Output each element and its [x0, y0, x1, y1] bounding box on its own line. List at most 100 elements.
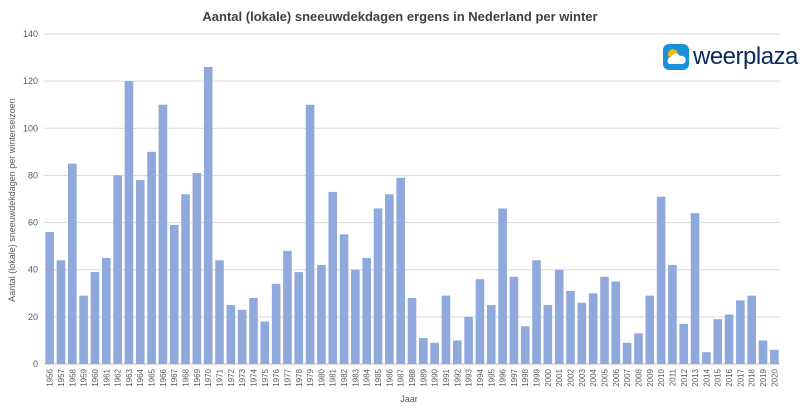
bar-1958: [68, 163, 77, 364]
chart-title: Aantal (lokale) sneeuwdekdagen ergens in…: [202, 9, 597, 24]
bar-2009: [645, 295, 655, 364]
bar-1983: [351, 269, 360, 364]
bar-2012: [679, 323, 689, 364]
bar-1957: [56, 260, 66, 364]
x-tick-label: 2014: [702, 368, 711, 386]
sun-cloud-icon: [663, 44, 689, 70]
x-axis-tick-labels: 1956 1957 1958 1959 1960 1961 1962 1963 1964 1965…: [46, 368, 780, 386]
bar-1974: [249, 298, 258, 364]
bar-1964: [135, 180, 145, 364]
y-axis-tick-labels: 0 20 40 60 80 100 120 140: [23, 29, 38, 369]
x-tick-label: 2011: [668, 368, 677, 386]
x-tick-label: 2002: [567, 368, 576, 386]
x-tick-label: 2003: [578, 368, 587, 386]
x-axis-label: Jaar: [400, 394, 418, 404]
y-tick-label: 120: [23, 76, 38, 86]
x-tick-label: 1963: [125, 368, 134, 386]
bar-1984: [362, 257, 372, 364]
bar-1986: [385, 194, 394, 364]
x-tick-label: 1989: [419, 368, 428, 386]
bar-2003: [577, 302, 587, 364]
bar-1967: [169, 224, 179, 364]
x-tick-label: 1957: [57, 368, 66, 386]
bar-1976: [271, 283, 281, 364]
x-tick-label: 1964: [136, 368, 145, 386]
x-tick-label: 2008: [634, 368, 643, 386]
bar-1991: [441, 295, 451, 364]
x-tick-label: 1974: [249, 368, 258, 386]
x-tick-label: 1976: [272, 368, 281, 386]
bar-1979: [305, 104, 315, 364]
y-tick-label: 80: [28, 170, 38, 180]
x-tick-label: 1958: [68, 368, 77, 386]
x-tick-label: 2015: [714, 368, 723, 386]
bar-1999: [532, 260, 541, 364]
weerplaza-logo: weerplaza: [663, 44, 798, 70]
bar-1972: [226, 305, 236, 364]
bar-2020: [770, 349, 779, 364]
x-tick-label: 1988: [408, 368, 417, 386]
bar-2014: [702, 352, 711, 364]
bar-1982: [339, 234, 349, 364]
bar-1959: [79, 295, 88, 364]
bar-1969: [192, 173, 202, 364]
x-tick-label: 1978: [295, 368, 304, 386]
x-tick-label: 2005: [600, 368, 609, 386]
x-tick-label: 2006: [612, 368, 621, 386]
x-tick-label: 1961: [102, 368, 111, 386]
bar-1960: [90, 272, 100, 364]
bar-1956: [45, 232, 54, 364]
x-tick-label: 2012: [680, 368, 689, 386]
x-tick-label: 1968: [182, 368, 191, 386]
bar-1988: [407, 298, 417, 364]
x-tick-label: 1983: [351, 368, 360, 386]
x-tick-label: 1997: [510, 368, 519, 386]
bar-1993: [464, 316, 473, 364]
bar-1971: [215, 260, 224, 364]
x-tick-label: 2020: [770, 368, 779, 386]
y-axis-label: Aantal (lokale) sneeuwdekdagen per winte…: [7, 98, 17, 302]
bar-1994: [475, 279, 485, 364]
bar-1985: [373, 208, 383, 364]
x-tick-label: 2010: [657, 368, 666, 386]
y-tick-label: 140: [23, 29, 38, 39]
x-tick-label: 1973: [238, 368, 247, 386]
x-tick-label: 2018: [748, 368, 757, 386]
x-tick-label: 1971: [216, 368, 225, 386]
bar-2005: [600, 276, 609, 364]
x-tick-label: 1998: [521, 368, 530, 386]
x-tick-label: 1966: [159, 368, 168, 386]
x-tick-label: 1959: [80, 368, 89, 386]
x-tick-label: 2004: [589, 368, 598, 386]
bar-2016: [724, 314, 734, 364]
x-tick-label: 1985: [374, 368, 383, 386]
bar-2002: [566, 290, 575, 364]
y-tick-label: 20: [28, 312, 38, 322]
bar-1965: [147, 151, 156, 364]
x-tick-label: 1975: [261, 368, 270, 386]
bar-1961: [101, 257, 111, 364]
bar-1981: [328, 191, 338, 364]
x-tick-label: 1970: [204, 368, 213, 386]
x-tick-label: 1991: [442, 368, 451, 386]
bar-1970: [203, 67, 213, 364]
bar-1998: [520, 326, 530, 364]
bars: [45, 67, 779, 365]
x-tick-label: 2019: [759, 368, 768, 386]
bar-1992: [452, 340, 462, 364]
bar-1995: [486, 305, 496, 364]
bar-1968: [181, 194, 190, 364]
x-tick-label: 1996: [499, 368, 508, 386]
x-tick-label: 2017: [736, 368, 745, 386]
x-tick-label: 1995: [487, 368, 496, 386]
x-tick-label: 1956: [46, 368, 55, 386]
x-tick-label: 1962: [114, 368, 123, 386]
bar-1996: [498, 208, 507, 364]
x-tick-label: 2009: [646, 368, 655, 386]
y-tick-label: 0: [33, 359, 38, 369]
bar-1977: [283, 250, 292, 364]
bar-2008: [634, 333, 643, 364]
bar-2006: [611, 281, 621, 364]
bar-1963: [124, 81, 134, 365]
